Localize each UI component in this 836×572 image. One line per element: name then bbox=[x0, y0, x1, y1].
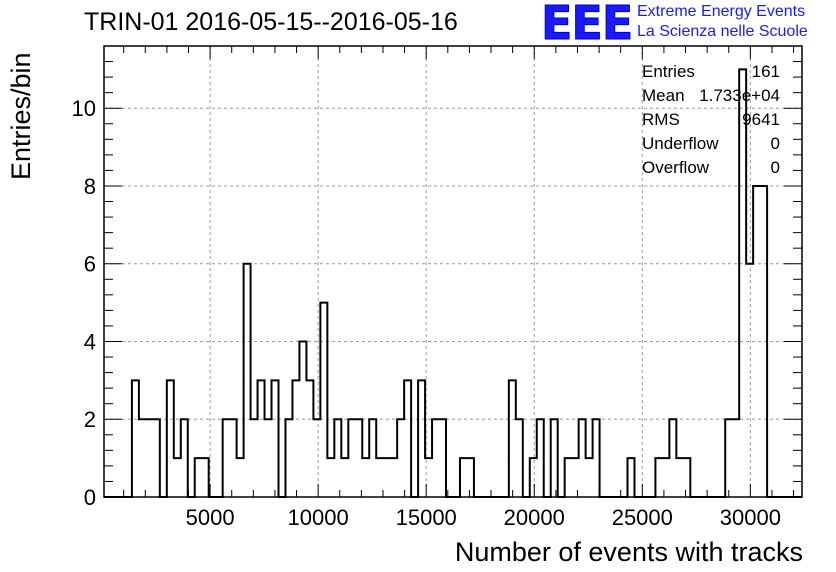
x-tick-label: 20000 bbox=[504, 505, 565, 530]
y-tick-label: 2 bbox=[84, 407, 96, 432]
x-tick-label: 30000 bbox=[720, 505, 781, 530]
stats-label: Overflow bbox=[642, 158, 710, 177]
axis-ticks bbox=[104, 46, 802, 497]
y-tick-label: 6 bbox=[84, 252, 96, 277]
stats-label: Entries bbox=[642, 62, 695, 81]
stats-row-entries: Entries 161 bbox=[642, 60, 780, 84]
stats-row-rms: RMS 9641 bbox=[642, 108, 780, 132]
x-tick-label: 25000 bbox=[612, 505, 673, 530]
stats-label: Mean bbox=[642, 86, 685, 105]
stats-box: Entries 161 Mean 1.733e+04 RMS 9641 Unde… bbox=[642, 60, 780, 180]
x-tick-label: 5000 bbox=[186, 505, 235, 530]
stats-value: 9641 bbox=[742, 110, 780, 129]
x-tick-label: 10000 bbox=[288, 505, 349, 530]
stats-label: RMS bbox=[642, 110, 680, 129]
eee-logo-text: Extreme Energy Events La Scienza nelle S… bbox=[637, 2, 808, 42]
stats-value: 1.733e+04 bbox=[699, 86, 780, 105]
stats-value: 0 bbox=[770, 134, 780, 153]
stats-value: 0 bbox=[770, 158, 780, 177]
chart-title: TRIN-01 2016-05-15--2016-05-16 bbox=[84, 8, 458, 36]
stats-row-mean: Mean 1.733e+04 bbox=[642, 84, 780, 108]
x-tick-label: 15000 bbox=[396, 505, 457, 530]
logo-line-1: Extreme Energy Events bbox=[637, 3, 806, 20]
eee-logo-letters: EEE bbox=[540, 0, 633, 51]
y-tick-label: 4 bbox=[84, 329, 96, 354]
axis-tick-labels: 5000 10000 15000 20000 25000 30000 0 2 4 6 8 10 bbox=[72, 96, 781, 530]
grid-lines bbox=[104, 46, 802, 497]
histogram-outline bbox=[104, 68, 802, 498]
stats-label: Underflow bbox=[642, 134, 719, 153]
y-tick-label: 0 bbox=[84, 485, 96, 510]
stats-value: 161 bbox=[751, 62, 780, 81]
stats-row-underflow: Underflow 0 bbox=[642, 132, 780, 156]
y-axis-label: Entries/bin bbox=[6, 52, 36, 180]
logo-line-2: La Scienza nelle Scuole bbox=[637, 23, 808, 40]
y-tick-label: 10 bbox=[72, 96, 96, 121]
y-tick-label: 8 bbox=[84, 174, 96, 199]
stats-row-overflow: Overflow 0 bbox=[642, 156, 780, 180]
x-axis-label: Number of events with tracks bbox=[454, 537, 803, 567]
